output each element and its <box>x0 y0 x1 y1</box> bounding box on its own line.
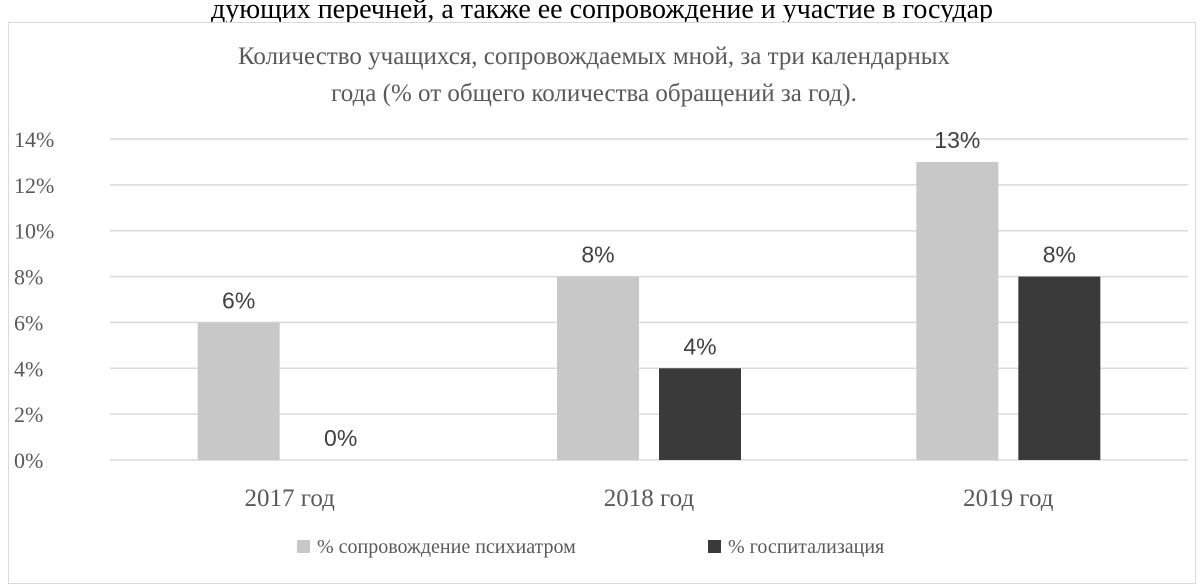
data-label: 6% <box>222 287 255 313</box>
data-label: 0% <box>324 425 357 451</box>
y-tick-label: 10% <box>14 219 54 244</box>
data-label: 8% <box>581 242 614 268</box>
gridlines <box>110 138 1188 461</box>
x-axis-tick-labels: 2017 год 2018 год 2019 год <box>244 485 1053 512</box>
bar <box>1018 276 1101 460</box>
data-labels: 6% 0% 8% 4% 13% 8% <box>222 127 1076 451</box>
y-tick-label: 6% <box>14 310 43 335</box>
y-tick-label: 0% <box>14 448 43 473</box>
data-label: 13% <box>934 127 980 153</box>
bar <box>197 322 280 460</box>
x-tick-label: 2018 год <box>604 485 695 512</box>
bar <box>557 276 639 460</box>
page-top-text-fragment: дующих перечней, а также ее сопровождени… <box>210 0 994 25</box>
x-tick-label: 2019 год <box>963 485 1054 512</box>
legend-label: % сопровождение психиатром <box>317 536 576 558</box>
chart-title-line-1: Количество учащихся, сопровождаемых мной… <box>238 43 951 70</box>
x-tick-label: 2017 год <box>244 485 335 512</box>
y-axis-tick-labels: 0% 2% 4% 6% 8% 10% 12% 14% <box>14 127 54 473</box>
bar <box>916 161 999 460</box>
y-tick-label: 12% <box>14 173 54 198</box>
legend-swatch <box>297 540 310 553</box>
chart-title-line-2: года (% от общего количества обращений з… <box>331 80 857 107</box>
legend: % сопровождение психиатром % госпитализац… <box>297 536 884 558</box>
legend-swatch <box>708 540 721 553</box>
y-tick-label: 4% <box>14 356 43 381</box>
bars <box>197 161 1101 460</box>
y-tick-label: 14% <box>14 127 54 152</box>
data-label: 8% <box>1043 242 1076 268</box>
bar <box>659 368 741 460</box>
data-label: 4% <box>683 333 716 359</box>
legend-label: % госпитализация <box>728 536 884 558</box>
y-tick-label: 8% <box>14 265 43 290</box>
y-tick-label: 2% <box>14 402 43 427</box>
